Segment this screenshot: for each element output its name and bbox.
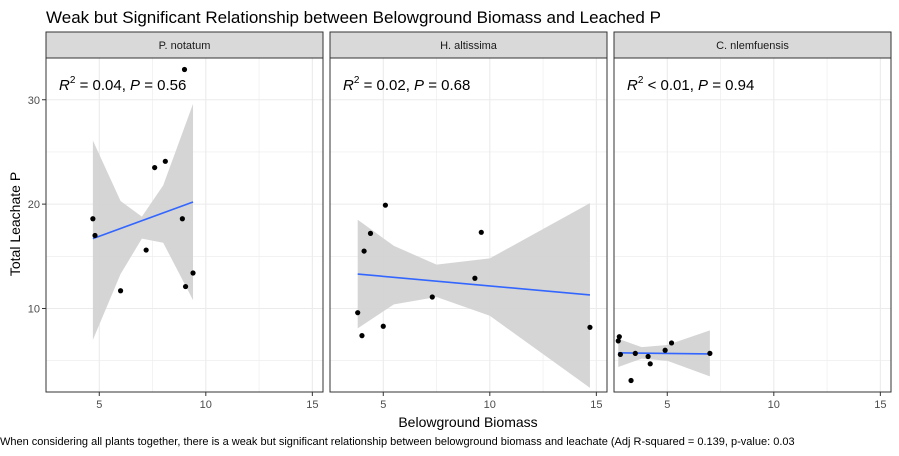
data-point [92,232,98,239]
data-point [382,202,388,208]
y-tick-label: 20 [28,199,40,211]
data-point [380,323,386,329]
x-tick-label: 15 [590,399,602,411]
confidence-band [92,103,194,340]
data-point [117,288,124,294]
x-tick-label: 10 [484,399,496,411]
facet-panel: R2 < 0.01, P = 0.94 C. nlemfuensis 5 10 15 [613,31,892,411]
facet-strip-label: H. altissima [440,40,498,52]
panel-background [614,58,891,392]
data-point [662,347,668,353]
data-point [615,338,621,344]
stat-annotation: R2 = 0.02, P = 0.68 [343,75,470,94]
data-point [645,353,651,360]
facet-strip [329,31,608,59]
y-tick-label: 30 [28,95,40,107]
data-point [587,324,593,330]
data-point [647,361,653,367]
data-point [179,216,185,222]
data-point [367,230,374,236]
data-point [472,275,478,281]
data-point [707,350,713,356]
data-point [628,377,634,384]
data-point [90,216,96,222]
x-tick-label: 10 [768,399,780,411]
x-tick-label: 5 [664,399,670,411]
data-point [359,333,365,339]
data-point [617,351,623,358]
facet-strip [45,31,324,59]
facet-panel: R2 = 0.04, P = 0.56 P. notatum 5 10 15 10 20 30 [28,31,324,411]
data-point [616,334,622,340]
y-tick-label: 10 [28,304,40,316]
data-point [143,247,149,253]
regression-line [92,201,194,240]
data-point [668,340,675,346]
regression-line [357,273,591,296]
facet-strip-label: P. notatum [159,40,211,52]
stat-annotation: R2 = 0.04, P = 0.56 [59,75,186,94]
data-point [162,158,168,164]
data-point [429,294,435,300]
data-point [181,66,188,73]
x-tick-label: 5 [96,399,102,411]
regression-line [618,352,710,355]
chart-caption: When considering all plants together, th… [0,436,795,448]
data-point [478,229,484,235]
data-point [182,283,189,290]
facet-strip [613,31,892,59]
data-point [152,164,158,171]
data-point [190,270,196,276]
x-axis-title: Belowground Biomass [398,414,537,430]
data-point [632,350,638,356]
facet-strip-label: C. nlemfuensis [716,40,789,52]
y-axis-title: Total Leachate P [7,172,23,276]
confidence-band [357,203,590,388]
facet-panels: R2 = 0.04, P = 0.56 P. notatum 5 10 15 10 20 30… [28,31,892,411]
data-point [361,248,367,254]
x-tick-label: 15 [874,399,886,411]
x-tick-label: 10 [200,399,212,411]
x-tick-label: 15 [306,399,318,411]
chart-title: Weak but Significant Relationship betwee… [46,8,661,27]
stat-annotation: R2 < 0.01, P = 0.94 [627,75,754,94]
facet-panel: R2 = 0.02, P = 0.68 H. altissima 5 10 15 [329,31,608,411]
x-tick-label: 5 [380,399,386,411]
data-point [355,310,361,316]
